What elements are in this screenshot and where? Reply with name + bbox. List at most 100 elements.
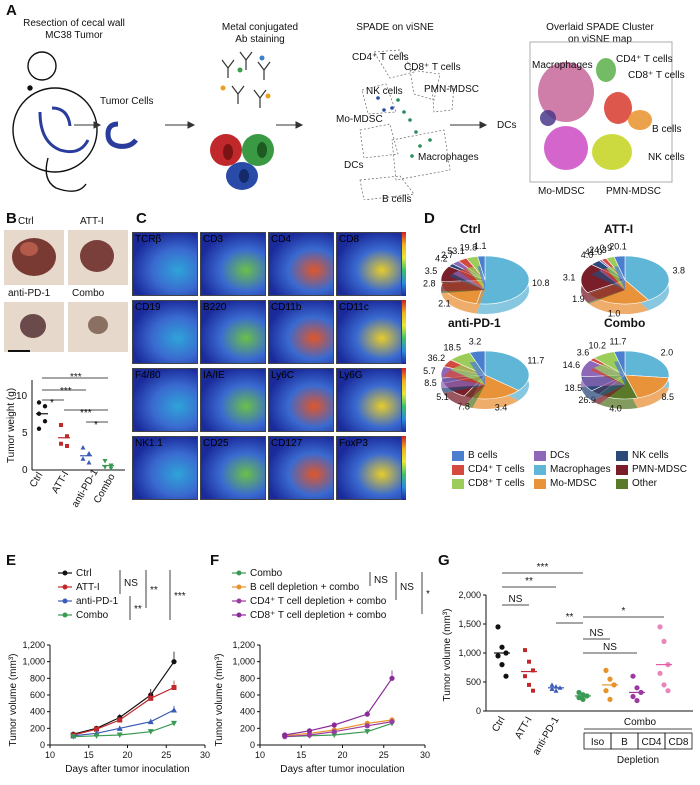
spade-label-nk: NK cells: [366, 86, 403, 97]
colorbar: [402, 436, 406, 500]
panel-label-c: C: [136, 210, 147, 227]
y-tick: 0: [40, 740, 45, 750]
heatmap-label: Ly6G: [339, 370, 363, 381]
data-point: [523, 674, 527, 679]
heatmap-f480: F4/80: [132, 368, 198, 432]
legend-label: PMN-MDSC: [632, 464, 687, 475]
data-point: [523, 648, 527, 653]
d-title-ctrl: Ctrl: [460, 222, 481, 236]
legend-marker: [236, 584, 242, 590]
data-point: [657, 670, 663, 676]
b-photo-label-ctrl: Ctrl: [18, 216, 34, 227]
x-tick: 10: [45, 750, 55, 760]
data-point: [603, 667, 609, 673]
panel-label-a: A: [6, 2, 17, 19]
data-point: [42, 404, 48, 409]
data-point: [108, 466, 114, 471]
heatmap-cd127: CD127: [268, 436, 334, 500]
data-point: [147, 729, 154, 735]
pie-label: 20.1: [609, 241, 627, 251]
data-point: [389, 675, 395, 681]
data-point: [364, 729, 371, 735]
pie-slice: [476, 255, 530, 305]
x-tick: 25: [379, 750, 389, 760]
significance-label: NS: [374, 575, 388, 586]
data-point: [86, 451, 92, 456]
data-point: [102, 459, 108, 464]
heatmap-cd19: CD19: [132, 300, 198, 364]
y-tick: 1,200: [22, 640, 45, 650]
pie-label: 0.9: [600, 243, 613, 253]
heatmap-label: CD11c: [339, 302, 369, 313]
y-tick: 1,000: [458, 648, 481, 658]
data-point: [661, 638, 667, 644]
visne-label-dcs: DCs: [497, 120, 517, 131]
heatmap-label: CD4: [271, 234, 292, 245]
depletion-box: [664, 732, 693, 750]
pie-slice-side: [441, 385, 485, 394]
y-axis-label: Tumor volume (mm³): [8, 654, 19, 747]
heatmap-tcr: TCRβ: [132, 232, 198, 296]
pie-slice: [624, 374, 670, 399]
pie-label: 4.2: [435, 254, 448, 264]
visne-map-frame: [529, 41, 673, 183]
pie-label: 2.0: [661, 347, 674, 357]
a-step4-text: SPADE on viSNE: [356, 22, 434, 33]
heatmap-cd4: CD4: [268, 232, 334, 296]
pie-label: 11.7: [610, 336, 627, 346]
data-point: [331, 729, 337, 735]
pie-slice-side: [591, 385, 625, 405]
legend-swatch: [452, 450, 464, 461]
data-point: [634, 685, 640, 691]
legend-marker: [236, 612, 242, 618]
a-step3b-text: Ab staining: [235, 34, 285, 45]
heatmap-label: F4/80: [135, 370, 161, 381]
heatmap-label: TCRβ: [135, 234, 162, 245]
pie-slice: [613, 255, 626, 281]
data-point: [607, 696, 613, 702]
x-tick: 15: [296, 750, 306, 760]
y-tick: 1,200: [232, 640, 255, 650]
a-step5b-text: on viSNE map: [568, 34, 632, 45]
pie-slice-side: [599, 269, 625, 290]
pie-label: 8.5: [424, 378, 437, 388]
legend-item: CD8⁺ T cells: [452, 478, 525, 489]
depletion-box-label: CD8: [668, 737, 688, 748]
pie-label: 3.1: [563, 272, 576, 282]
b-photo-label-att: ATT-I: [80, 216, 104, 227]
data-point: [549, 682, 555, 687]
depletion-box-label: CD4: [641, 737, 661, 748]
pie-label: 2.7: [441, 250, 454, 260]
depletion-box-label: B: [621, 737, 628, 748]
data-point: [36, 426, 42, 431]
legend-swatch: [452, 464, 464, 475]
visne-label-nk: NK cells: [648, 152, 685, 163]
stained-cell-icon: [210, 134, 274, 190]
legend-marker: [236, 570, 242, 576]
data-point: [634, 697, 640, 704]
data-point: [282, 732, 288, 738]
spade-label-macrophages: Macrophages: [418, 152, 479, 163]
y-tick: 2,000: [458, 590, 481, 600]
y-tick: 1,000: [22, 657, 45, 667]
pie-label: 2.8: [423, 278, 436, 288]
colorbar: [402, 368, 406, 432]
b-sig-4: *: [94, 420, 98, 431]
y-tick: 600: [240, 690, 255, 700]
y-tick: 800: [30, 673, 45, 683]
tumor-photo-ctrl: [4, 230, 64, 285]
data-point: [499, 662, 505, 668]
panel-label-e: E: [6, 552, 17, 569]
data-point: [364, 723, 370, 729]
pie-label: 18.5: [443, 342, 461, 352]
data-point: [531, 668, 535, 673]
b-photo-label-combo: Combo: [72, 288, 105, 299]
spade-label-bcells: B cells: [382, 194, 412, 205]
data-point: [527, 659, 531, 664]
legend-label: B cell depletion + combo: [250, 582, 360, 593]
heatmap-cd25: CD25: [200, 436, 266, 500]
legend-swatch: [534, 450, 546, 461]
significance-label: **: [525, 576, 533, 587]
pie-slice-side: [441, 376, 485, 389]
heatmap-iaie: IA/IE: [200, 368, 266, 432]
